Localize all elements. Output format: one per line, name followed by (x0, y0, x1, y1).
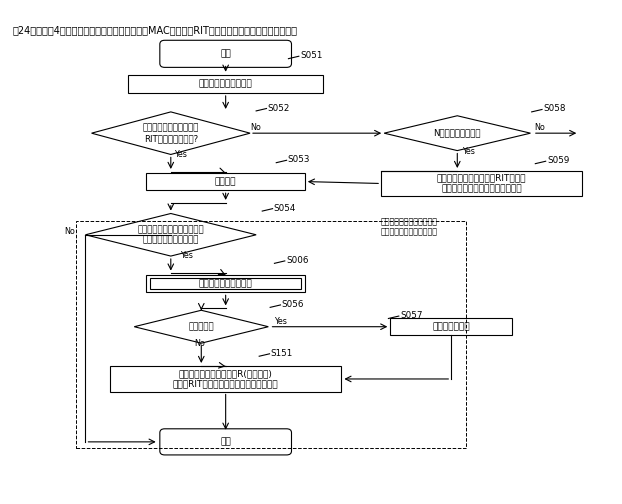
Text: 所望のランク端末からのR(ランダム)
番目のRIT受信タイミングにイベント設定: 所望のランク端末からのR(ランダム) 番目のRIT受信タイミングにイベント設定 (173, 369, 279, 389)
Bar (390, 318, 512, 336)
Text: 同期処理: 同期処理 (215, 177, 236, 186)
Text: S151: S151 (271, 349, 293, 358)
Bar (128, 75, 323, 93)
Text: Yes: Yes (174, 150, 187, 159)
FancyBboxPatch shape (160, 429, 292, 455)
Text: データ送信シーケンス: データ送信シーケンス (199, 279, 253, 288)
Polygon shape (384, 116, 531, 151)
Text: Yes: Yes (180, 251, 193, 261)
Bar (77, 221, 466, 448)
Text: 所望のランク端末からの
RITリクエスト受信?: 所望のランク端末からの RITリクエスト受信? (142, 123, 199, 143)
Text: 終了: 終了 (220, 437, 231, 447)
Polygon shape (91, 112, 250, 154)
Bar (110, 366, 341, 392)
Bar (381, 171, 582, 196)
FancyBboxPatch shape (160, 40, 292, 68)
Text: 所望のランク端末からのRITリクエ
スト信号を受信するまで受信待受: 所望のランク端末からのRITリクエ スト信号を受信するまで受信待受 (437, 174, 526, 193)
Text: S057: S057 (400, 311, 422, 320)
Text: S059: S059 (547, 156, 569, 165)
Text: S058: S058 (543, 104, 566, 113)
Text: 一定時間受信待ち受け: 一定時間受信待ち受け (199, 79, 253, 88)
Bar (146, 173, 305, 191)
Text: 送信成功？: 送信成功？ (188, 322, 214, 331)
Text: S006: S006 (286, 256, 309, 265)
Text: ＊タイムアウトした場合は
ネットワーク未接続状態へ: ＊タイムアウトした場合は ネットワーク未接続状態へ (381, 217, 438, 237)
Text: 開始: 開始 (220, 49, 231, 58)
Text: N回連続受信失敗？: N回連続受信失敗？ (434, 129, 481, 138)
Text: Yes: Yes (274, 317, 287, 326)
Bar (150, 278, 301, 289)
Text: S051: S051 (300, 51, 322, 60)
Text: S056: S056 (282, 300, 304, 309)
Text: S052: S052 (267, 103, 290, 112)
Text: No: No (194, 339, 205, 348)
Bar (146, 275, 305, 292)
Text: No: No (535, 123, 545, 132)
Text: No: No (64, 227, 75, 236)
Text: S054: S054 (274, 204, 296, 213)
Text: 図24　実施例4のネットワーク接続状態におけるMAC制御部のRITリクエスト受信イベント時動作例: 図24 実施例4のネットワーク接続状態におけるMAC制御部のRITリクエスト受信… (12, 25, 297, 35)
Text: S053: S053 (288, 155, 310, 164)
Text: バッファクリア: バッファクリア (432, 322, 470, 331)
Polygon shape (134, 310, 268, 343)
Text: 上りバッファに受信元ランク
への送信データが存在？: 上りバッファに受信元ランク への送信データが存在？ (137, 225, 204, 244)
Polygon shape (85, 214, 256, 256)
Text: No: No (250, 123, 261, 132)
Text: Yes: Yes (462, 147, 475, 156)
